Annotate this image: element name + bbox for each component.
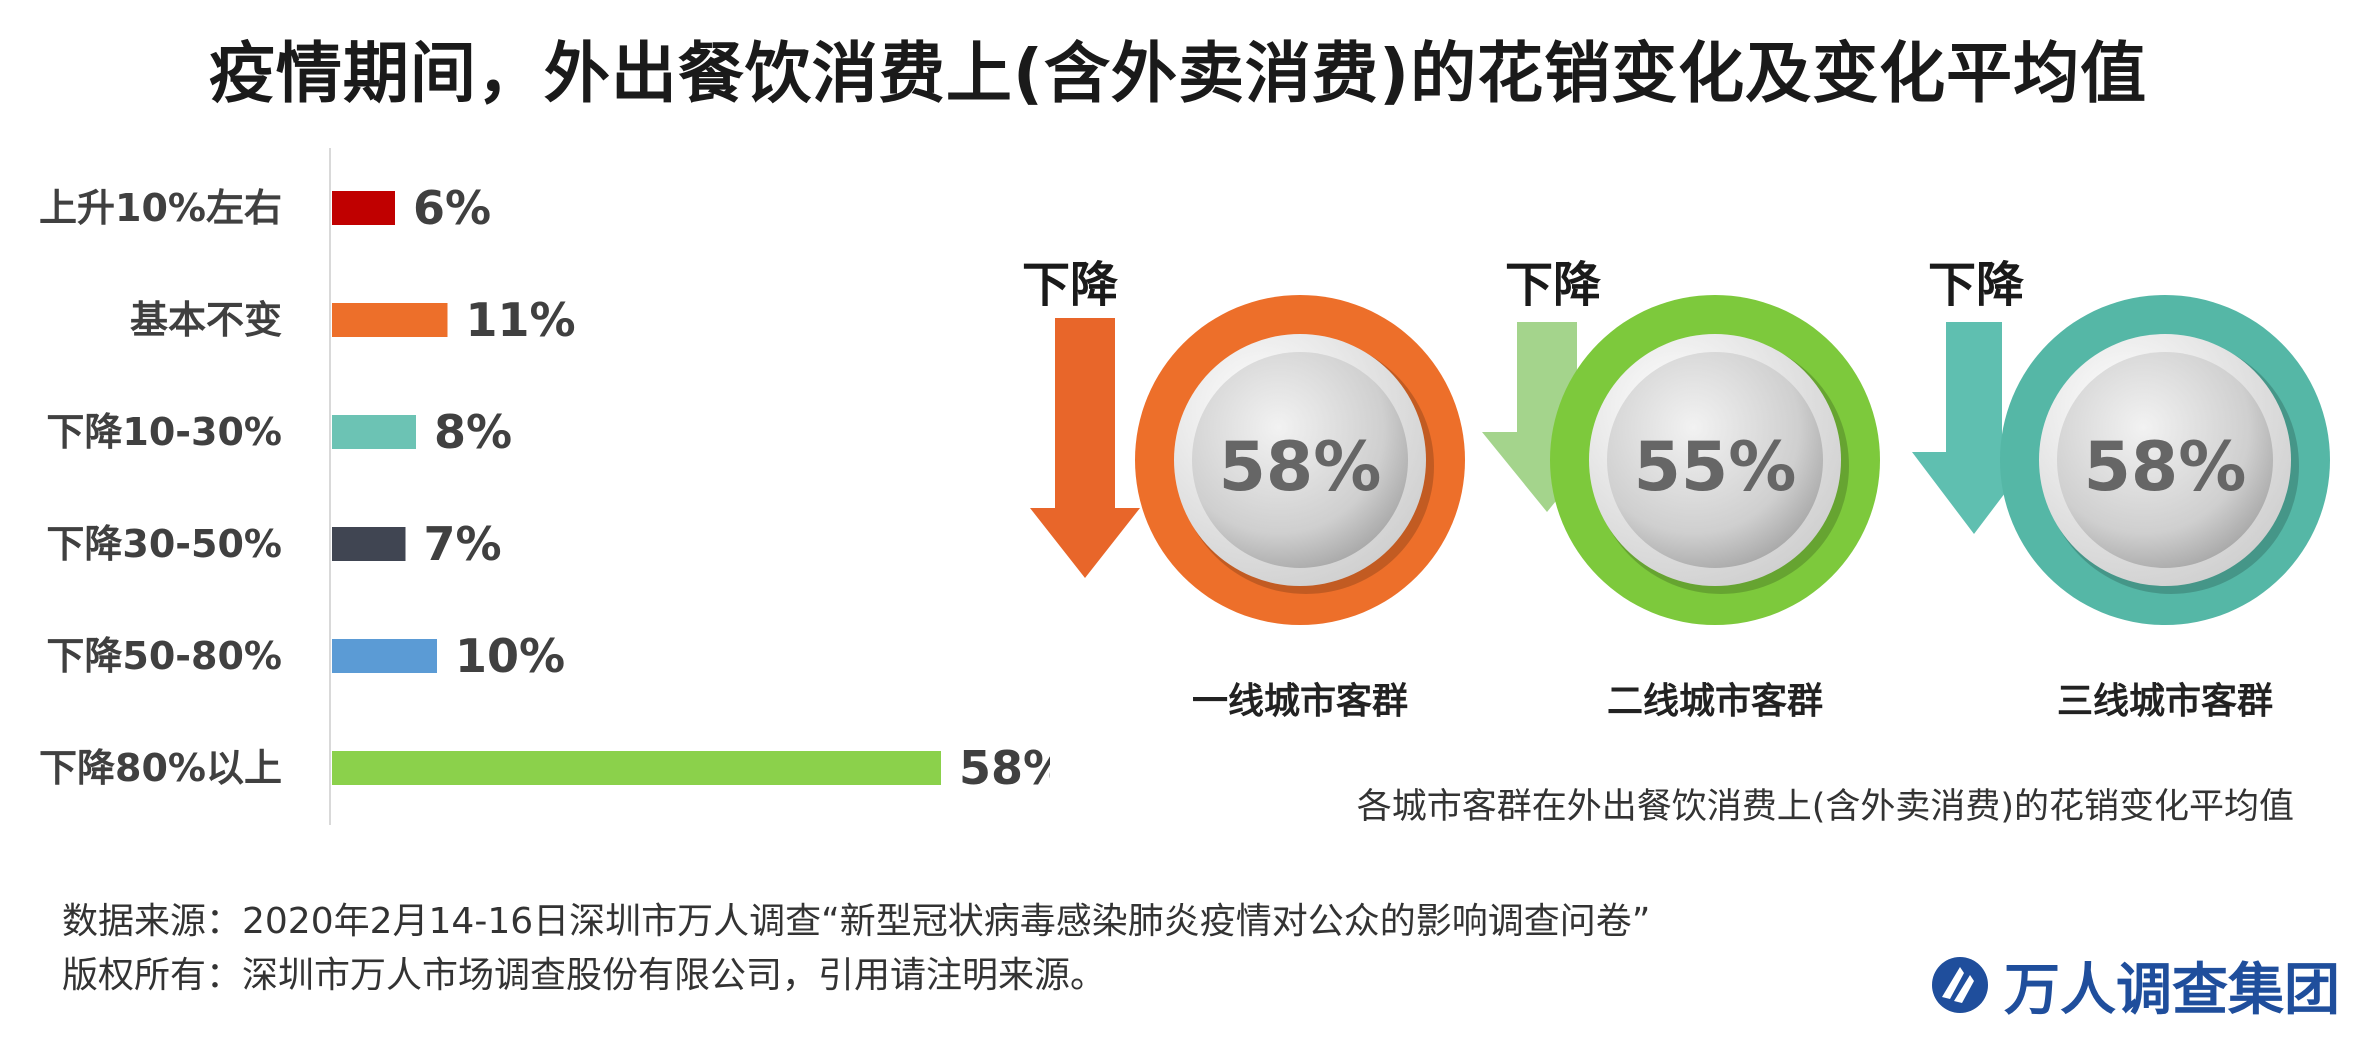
bar	[332, 527, 406, 561]
bar	[332, 191, 395, 225]
chart-title: 疫情期间，外出餐饮消费上(含外卖消费)的花销变化及变化平均值	[208, 35, 2148, 112]
donut-center	[1607, 352, 1823, 568]
decline-label-tier2: 下降	[1505, 257, 1602, 313]
category-label: 下降30-50%	[46, 522, 282, 566]
donut-value-tier2: 55%	[1633, 428, 1797, 507]
bar-value-label: 7%	[424, 517, 502, 571]
down-arrow-icon	[1030, 318, 1140, 578]
city-label-tier3: 三线城市客群	[2056, 681, 2273, 722]
city-label-tier1: 一线城市客群	[1191, 681, 1408, 722]
donut-center	[2057, 352, 2273, 568]
bar	[332, 303, 448, 337]
donut-center	[1192, 352, 1408, 568]
decline-label-tier3: 下降	[1928, 257, 2025, 313]
category-label: 下降10-30%	[46, 410, 282, 454]
decline-label-tier1: 下降	[1022, 257, 1119, 313]
city-label-tier2: 二线城市客群	[1606, 681, 1823, 722]
bar-value-label: 8%	[434, 405, 512, 459]
donut-caption: 各城市客群在外出餐饮消费上(含外卖消费)的花销变化平均值	[1356, 787, 2294, 827]
donut-value-tier3: 58%	[2083, 428, 2247, 507]
company-logo: 万人调查集团	[1930, 950, 2340, 1023]
category-label: 下降80%以上	[39, 746, 282, 790]
category-label: 上升10%左右	[39, 186, 282, 230]
bar-value-label: 58%	[959, 741, 1050, 795]
donut-chart-tier1	[1135, 295, 1465, 625]
source-line-2: 版权所有：深圳市万人市场调查股份有限公司，引用请注明来源。	[62, 955, 1107, 996]
bar-value-label: 6%	[413, 181, 491, 235]
logo-text: 万人调查集团	[2004, 957, 2340, 1023]
source-note: 数据来源：2020年2月14-16日深圳市万人调查“新型冠状病毒感染肺炎疫情对公…	[62, 895, 1650, 1003]
donut-chart-tier3	[2000, 295, 2330, 625]
logo-mark-icon	[1932, 957, 1988, 1013]
bar	[332, 751, 941, 785]
source-line-1: 数据来源：2020年2月14-16日深圳市万人调查“新型冠状病毒感染肺炎疫情对公…	[62, 901, 1651, 942]
bar-value-label: 11%	[466, 293, 576, 347]
category-label: 下降50-80%	[46, 634, 282, 678]
donut-value-tier1: 58%	[1218, 428, 1382, 507]
category-label: 基本不变	[130, 298, 282, 342]
bar-chart: 上升10%左右 6% 基本不变 11% 下降10-30% 8% 下降30-50% 7% 下降50…	[39, 148, 1050, 825]
bar	[332, 415, 416, 449]
bar	[332, 639, 437, 673]
bar-value-label: 10%	[455, 629, 565, 683]
donut-chart-tier2	[1550, 295, 1880, 625]
